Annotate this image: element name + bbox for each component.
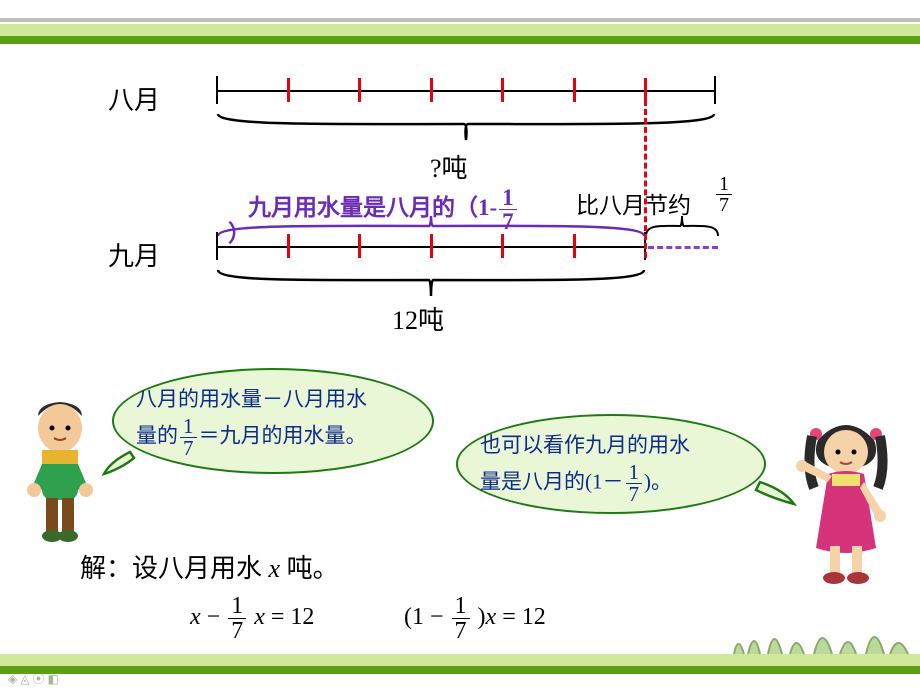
right-speech-bubble: 也可以看作九月的用水 量是八月的(1－17)。 <box>456 414 766 514</box>
bubble-right-line2: 量是八月的(1－17)。 <box>480 462 742 505</box>
august-number-line <box>216 72 716 112</box>
plants-decoration <box>724 614 914 658</box>
sep-left-cap <box>216 232 218 260</box>
september-brace-label: 12吨 <box>392 300 444 337</box>
top-shadow-line <box>0 18 920 22</box>
september-label: 九月 <box>108 236 160 273</box>
august-left-cap <box>216 76 218 104</box>
august-right-cap <box>714 76 716 104</box>
august-brace <box>216 112 716 146</box>
september-number-line <box>216 228 716 268</box>
tick <box>501 234 504 258</box>
august-brace-label: ?吨 <box>430 148 468 185</box>
september-brace <box>216 268 646 302</box>
tick <box>430 78 433 102</box>
tick <box>573 234 576 258</box>
tick <box>287 234 290 258</box>
frac-n: 1 <box>716 174 732 195</box>
tick <box>430 234 433 258</box>
tick <box>573 78 576 102</box>
bubble-left-line2: 量的17＝九月的用水量。 <box>136 416 410 459</box>
bubble-left-line1: 八月的用水量－八月用水 <box>136 384 410 416</box>
footer-icons: ◈ ◬ ⦿ ◧ <box>8 670 59 687</box>
right-bubble-tail <box>754 478 798 508</box>
august-label: 八月 <box>108 80 160 117</box>
august-baseline <box>216 90 716 92</box>
slide: 八月 ?吨 九月用水量是八月的（1-17 ） 比八月节约 17 九月 <box>0 0 920 690</box>
bubble-right-line1: 也可以看作九月的用水 <box>480 430 742 462</box>
left-speech-bubble: 八月的用水量－八月用水 量的17＝九月的用水量。 <box>112 368 434 474</box>
left-bubble-tail <box>100 448 140 478</box>
tick <box>287 78 290 102</box>
girl-character <box>788 418 908 590</box>
save-fraction: 17 <box>714 174 734 215</box>
tick <box>358 78 361 102</box>
tick <box>501 78 504 102</box>
frac-n: 1 <box>499 186 517 210</box>
tick <box>358 234 361 258</box>
equation-1: x − 17 x = 12 <box>190 594 314 643</box>
top-light <box>0 24 920 36</box>
solution-intro: 解：设八月用水 x 吨。 <box>80 548 339 585</box>
equation-2: (1 − 17 )x = 12 <box>404 594 546 643</box>
boy-character <box>14 398 110 548</box>
red-dash-connector <box>644 100 647 258</box>
bot-dark <box>0 666 920 674</box>
frac-d: 7 <box>716 195 732 215</box>
september-dash-extension <box>648 246 718 249</box>
top-dark <box>0 36 920 44</box>
tick <box>644 78 647 102</box>
